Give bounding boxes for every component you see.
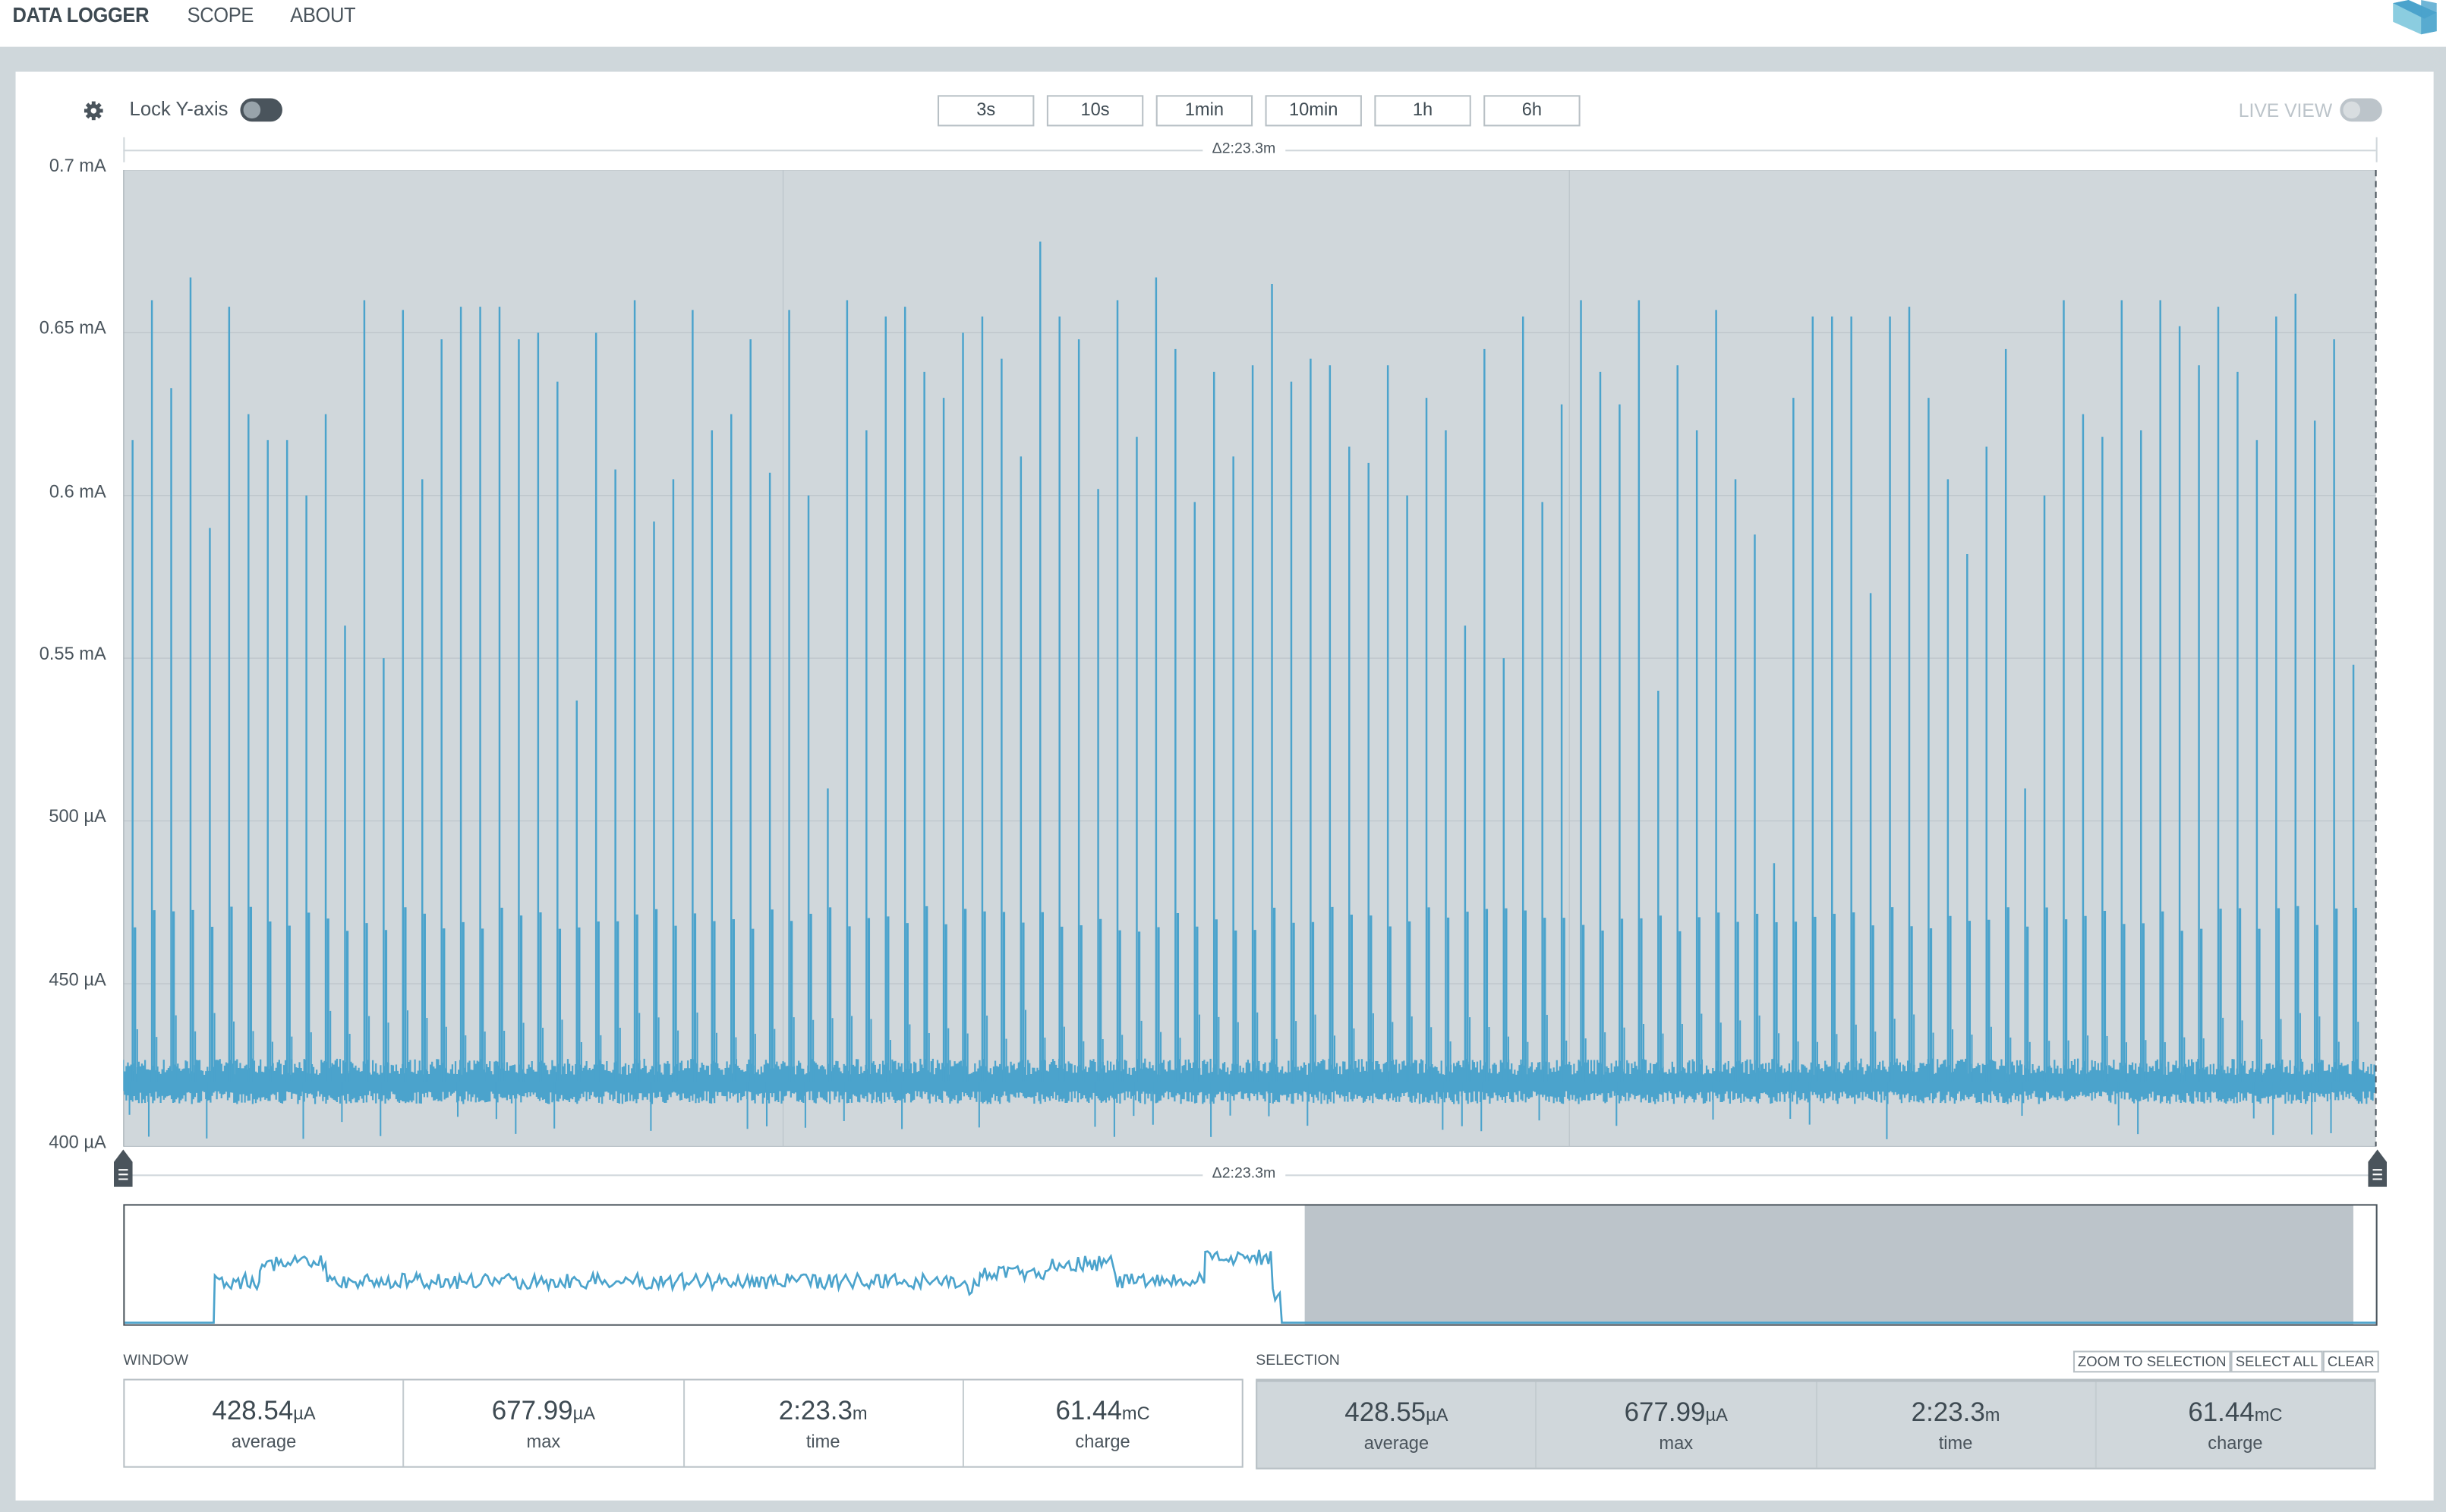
stat-caption: charge (2208, 1435, 2263, 1454)
stat-value: 677.99 (1624, 1397, 1706, 1428)
y-tick-label: 0.7 mA (49, 157, 106, 177)
app-header: DATA LOGGER SCOPE ABOUT (0, 0, 2446, 47)
stat-value: 677.99 (491, 1396, 573, 1426)
overview-trace (125, 1249, 2376, 1324)
time-button-1h[interactable]: 1h (1374, 95, 1471, 127)
y-tick-label: 0.55 mA (39, 645, 106, 665)
y-tick-label: 450 µA (49, 971, 106, 991)
stat-caption: max (526, 1433, 561, 1453)
top-duration-tick-right (2375, 137, 2378, 162)
stat-caption: time (805, 1433, 840, 1453)
window-time: 2:23.3m time (684, 1380, 964, 1466)
stat-caption: charge (1075, 1433, 1130, 1453)
overview-selection[interactable] (1304, 1205, 2353, 1325)
tab-about[interactable]: ABOUT (290, 3, 356, 27)
selection-time: 2:23.3m time (1817, 1381, 2097, 1468)
nordic-logo-icon (2393, 0, 2437, 35)
lock-y-axis-toggle[interactable] (240, 98, 282, 122)
window-max: 677.99µA max (405, 1380, 685, 1466)
top-duration-label: Δ2:23.3m (1203, 140, 1285, 158)
zoom-to-selection-button[interactable]: ZOOM TO SELECTION (2072, 1350, 2231, 1373)
selection-label: SELECTION (1256, 1352, 1340, 1370)
stat-value: 428.55 (1344, 1397, 1426, 1428)
stat-unit: µA (1426, 1406, 1448, 1426)
stat-unit: mC (2254, 1406, 2283, 1426)
selection-stats: 428.55µA average 677.99µA max 2:23.3m time … (1256, 1378, 2376, 1469)
time-button-6h[interactable]: 6h (1483, 95, 1581, 127)
left-cursor-handle[interactable] (114, 1149, 133, 1187)
lock-y-axis-label: Lock Y-axis (129, 98, 229, 121)
time-button-10min[interactable]: 10min (1265, 95, 1362, 127)
y-tick-label: 0.6 mA (49, 483, 106, 502)
stat-unit: mC (1121, 1405, 1150, 1425)
stat-value: 428.54 (212, 1396, 294, 1426)
stat-unit: µA (1705, 1406, 1728, 1426)
tab-scope[interactable]: SCOPE (187, 3, 254, 27)
top-duration-tick-left (123, 137, 125, 162)
window-charge: 61.44mC charge (963, 1381, 1241, 1466)
stat-unit: m (1984, 1406, 2000, 1426)
main-chart[interactable] (123, 169, 2377, 1148)
stat-value: 2:23.3 (1911, 1397, 1985, 1428)
select-all-button[interactable]: SELECT ALL (2230, 1350, 2323, 1373)
stat-caption: average (231, 1433, 297, 1453)
stat-caption: average (1363, 1435, 1429, 1454)
selection-max: 677.99µA max (1537, 1381, 1817, 1468)
window-average: 428.54µA average (125, 1380, 405, 1466)
stat-caption: max (1659, 1435, 1694, 1454)
overview-minimap[interactable] (123, 1204, 2378, 1326)
clear-button[interactable]: CLEAR (2322, 1350, 2379, 1373)
right-cursor-handle[interactable] (2368, 1149, 2387, 1187)
stat-value: 2:23.3 (778, 1396, 853, 1426)
y-tick-label: 400 µA (49, 1133, 106, 1153)
window-label: WINDOW (123, 1352, 189, 1370)
tab-data-logger[interactable]: DATA LOGGER (12, 3, 150, 27)
stat-unit: µA (572, 1405, 595, 1425)
time-button-10s[interactable]: 10s (1046, 95, 1144, 127)
bottom-duration-label: Δ2:23.3m (1203, 1165, 1285, 1183)
y-tick-label: 500 µA (49, 808, 106, 827)
window-stats: 428.54µA average 677.99µA max 2:23.3m time … (123, 1378, 1243, 1468)
y-tick-label: 0.65 mA (39, 320, 106, 339)
selection-charge: 61.44mC charge (2096, 1382, 2374, 1468)
stat-value: 61.44 (2188, 1397, 2255, 1428)
live-view-toggle[interactable] (2340, 98, 2382, 122)
time-button-3s[interactable]: 3s (937, 95, 1035, 127)
live-view-label: LIVE VIEW (2238, 99, 2333, 122)
selection-average: 428.55µA average (1257, 1381, 1537, 1468)
stat-unit: m (852, 1405, 868, 1425)
stat-unit: µA (293, 1405, 316, 1425)
stat-value: 61.44 (1055, 1396, 1122, 1426)
gear-icon[interactable] (83, 100, 105, 122)
stat-caption: time (1938, 1435, 1973, 1454)
time-button-1min[interactable]: 1min (1155, 95, 1253, 127)
